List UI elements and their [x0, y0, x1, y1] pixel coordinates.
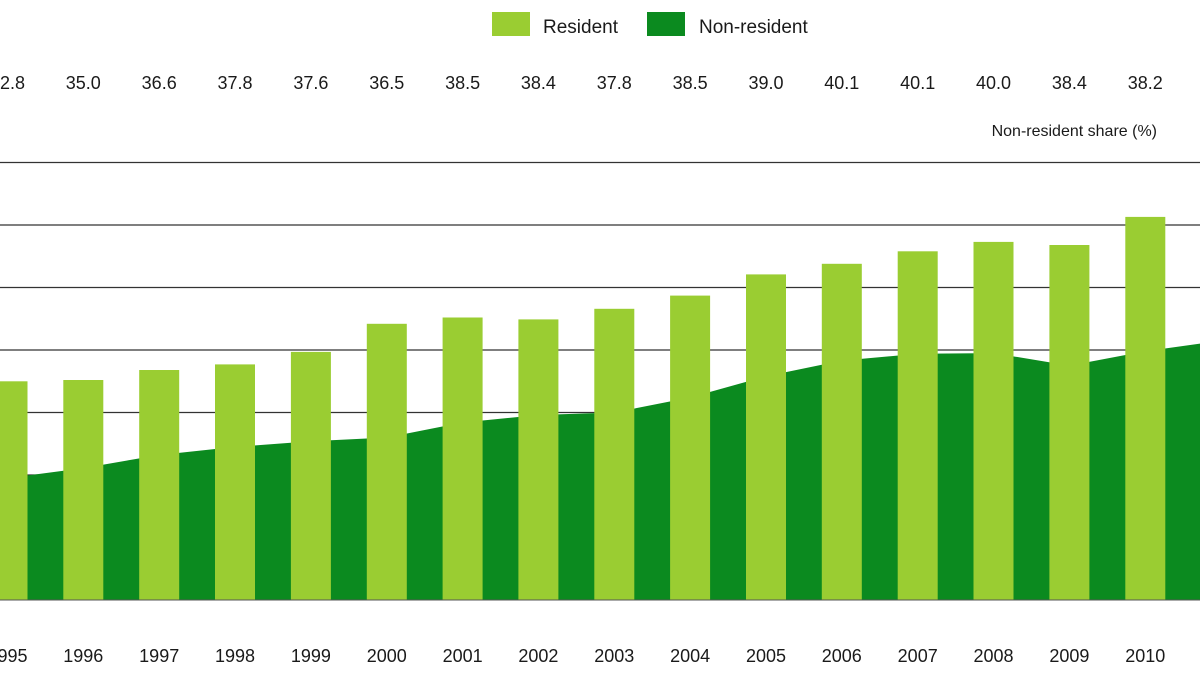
share-label-1995: 32.8 — [0, 73, 25, 93]
x-tick-label-1998: 1998 — [215, 646, 255, 666]
x-tick-label-1999: 1999 — [291, 646, 331, 666]
share-label-2006: 40.1 — [824, 73, 859, 93]
bar-resident-2004 — [670, 295, 711, 600]
bar-resident-2009 — [1049, 245, 1090, 600]
bar-resident-2010 — [1125, 216, 1166, 600]
share-label-2007: 40.1 — [900, 73, 935, 93]
x-tick-label-2010: 2010 — [1125, 646, 1165, 666]
bar-resident-1995 — [0, 381, 28, 601]
x-tick-label-1996: 1996 — [63, 646, 103, 666]
plot-area — [0, 216, 1200, 601]
bar-resident-2002 — [518, 319, 559, 600]
legend-label-resident: Resident — [543, 17, 619, 38]
bar-resident-1998 — [215, 364, 255, 600]
bar-resident-2006 — [821, 263, 862, 601]
bar-resident-1996 — [63, 380, 104, 600]
share-label-2010: 38.2 — [1128, 73, 1163, 93]
x-tick-label-2003: 2003 — [594, 646, 634, 666]
bar-resident-2005 — [746, 274, 786, 600]
share-label-2001: 38.5 — [445, 73, 480, 93]
x-axis: 1995 1996 1997 1998 1999 2000 2001 2002 2003 2004… — [0, 646, 1165, 666]
legend-swatch-resident — [492, 12, 530, 36]
x-tick-label-2000: 2000 — [367, 646, 407, 666]
x-tick-label-2001: 2001 — [443, 646, 483, 666]
share-label-2002: 38.4 — [521, 73, 556, 93]
share-label-2000: 36.5 — [369, 73, 404, 93]
share-row: 32.8 35.0 36.6 37.8 37.6 36.5 38.5 38.4 37.8 38.5… — [0, 73, 1163, 93]
bar-resident-2003 — [594, 308, 635, 601]
share-label-2004: 38.5 — [673, 73, 708, 93]
bar-resident-2007 — [897, 251, 938, 601]
x-tick-label-2009: 2009 — [1049, 646, 1089, 666]
share-label-2005: 39.0 — [748, 73, 783, 93]
bar-resident-1999 — [290, 351, 331, 600]
share-label-1999: 37.6 — [293, 73, 328, 93]
bar-resident-2001 — [442, 317, 483, 600]
share-caption: Non-resident share (%) — [992, 123, 1157, 140]
share-label-1996: 35.0 — [66, 73, 101, 93]
bar-resident-1997 — [139, 370, 180, 600]
bar-resident-2008 — [973, 241, 1014, 600]
x-tick-label-1997: 1997 — [139, 646, 179, 666]
x-tick-label-1995: 1995 — [0, 646, 28, 666]
legend: Resident Non-resident — [492, 12, 808, 38]
x-tick-label-2008: 2008 — [973, 646, 1013, 666]
share-label-2009: 38.4 — [1052, 73, 1087, 93]
share-label-1997: 36.6 — [142, 73, 177, 93]
x-tick-label-2002: 2002 — [518, 646, 558, 666]
share-label-2008: 40.0 — [976, 73, 1011, 93]
x-tick-label-2005: 2005 — [746, 646, 786, 666]
x-tick-label-2007: 2007 — [898, 646, 938, 666]
x-tick-label-2004: 2004 — [670, 646, 710, 666]
bar-resident-2000 — [366, 323, 407, 601]
legend-swatch-non-resident — [647, 12, 685, 36]
legend-label-non-resident: Non-resident — [699, 17, 808, 38]
x-tick-label-2006: 2006 — [822, 646, 862, 666]
share-label-2003: 37.8 — [597, 73, 632, 93]
share-label-1998: 37.8 — [217, 73, 252, 93]
